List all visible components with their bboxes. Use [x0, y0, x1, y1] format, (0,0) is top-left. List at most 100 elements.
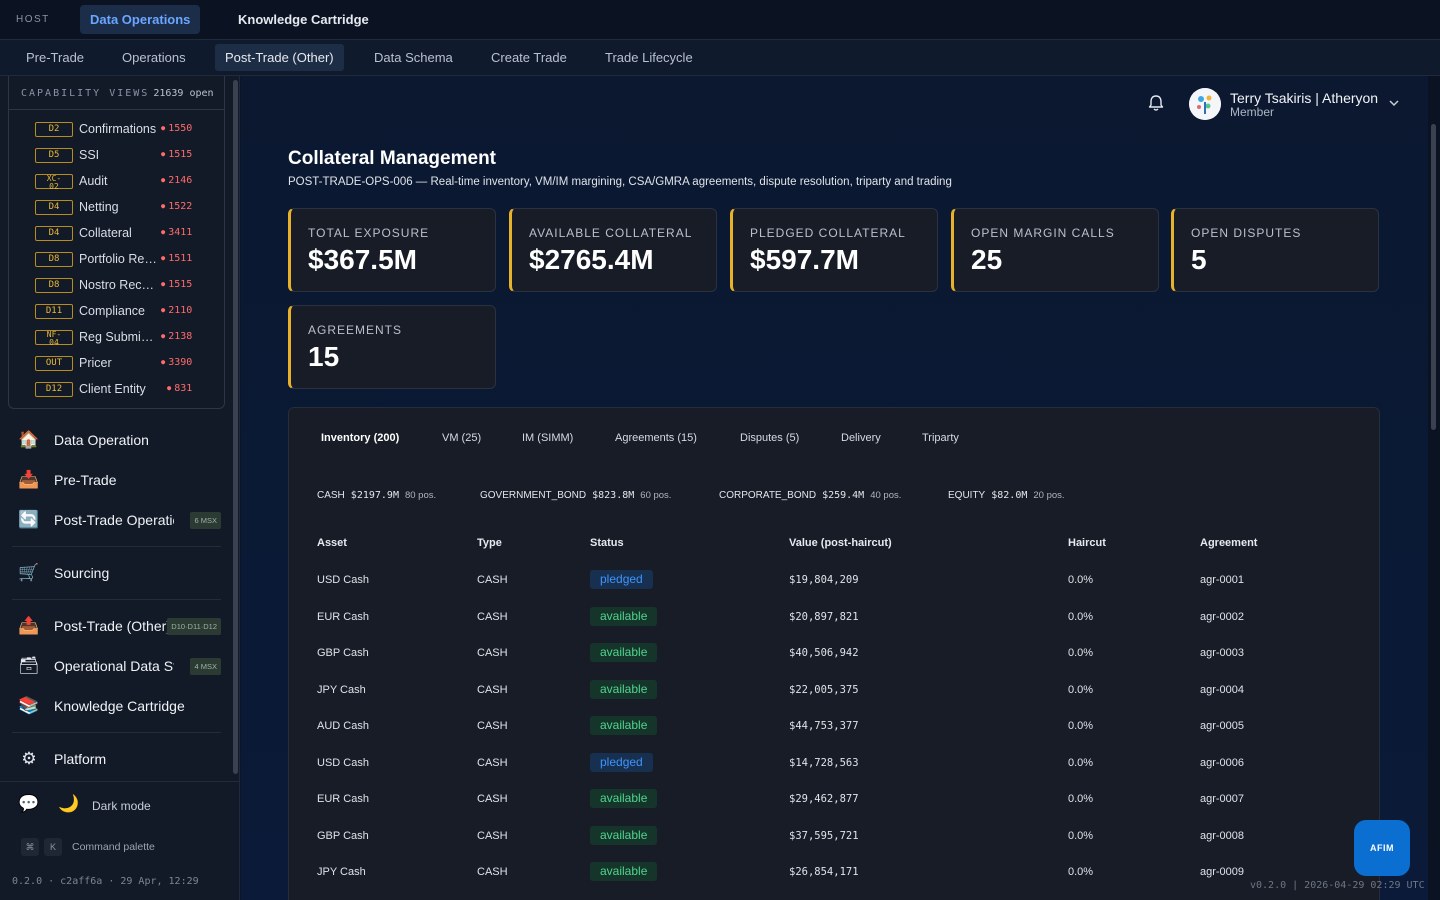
nav-item-post-trade-operations[interactable]: 🔄 Post-Trade Operations 6 MSX: [12, 503, 221, 539]
capability-open-count: 21639 open: [153, 88, 214, 99]
divider: [12, 732, 221, 733]
column-header-type[interactable]: Type: [477, 537, 502, 549]
column-header-asset[interactable]: Asset: [317, 537, 347, 549]
tab-create-trade[interactable]: Create Trade: [491, 50, 567, 65]
kpi-open-margin-calls: OPEN MARGIN CALLS 25: [951, 208, 1159, 292]
summary-positions: 80 pos.: [404, 490, 437, 501]
bell-icon[interactable]: [1146, 93, 1166, 113]
capability-badge: NF- 04: [35, 330, 73, 347]
nav-item-post-trade-other[interactable]: 📤 Post-Trade (Other) D10·D11·D12: [12, 609, 221, 645]
capability-row[interactable]: OUT Pricer 3390: [9, 350, 224, 376]
nav-item-pre-trade[interactable]: 📥 Pre-Trade: [12, 463, 221, 499]
kpi-label: OPEN MARGIN CALLS: [971, 226, 1115, 240]
capability-row[interactable]: D8 Nostro Reconciliation 1515: [9, 272, 224, 298]
capability-alert-count: 2138: [161, 331, 192, 342]
cell-agreement: agr-0006: [1200, 756, 1245, 769]
tab-operations[interactable]: Operations: [122, 50, 186, 65]
cell-asset: EUR Cash: [317, 793, 369, 805]
tab-agreements[interactable]: Agreements (15): [615, 432, 697, 444]
cell-agreement: agr-0008: [1200, 829, 1245, 842]
dark-mode-toggle[interactable]: 💬 🌙 Dark mode: [18, 794, 218, 820]
chevron-down-icon[interactable]: [1387, 96, 1401, 110]
table-row[interactable]: EUR Cash CASH available $29,462,877 0.0% agr-…: [289, 789, 1379, 826]
cell-haircut: 0.0%: [1068, 610, 1094, 623]
cell-haircut: 0.0%: [1068, 647, 1094, 659]
tab-triparty[interactable]: Triparty: [922, 432, 959, 444]
capability-row[interactable]: D12 Client Entity 831: [9, 376, 224, 402]
host-tab-knowledge-cartridge[interactable]: Knowledge Cartridge: [238, 12, 369, 27]
cell-haircut: 0.0%: [1068, 683, 1094, 696]
assistant-button[interactable]: AFIM: [1354, 820, 1410, 876]
command-palette-link[interactable]: Command palette: [72, 841, 155, 853]
user-name[interactable]: Terry Tsakiris | Atheryon: [1230, 90, 1379, 106]
table-row[interactable]: GBP Cash CASH available $40,506,942 0.0% agr-…: [289, 643, 1379, 680]
tab-inventory[interactable]: Inventory (200): [321, 432, 400, 444]
avatar-logo-icon: [1189, 88, 1221, 120]
capability-row[interactable]: D4 Netting 1522: [9, 194, 224, 220]
tab-disputes[interactable]: Disputes (5): [740, 432, 800, 444]
nav-item-data-operation[interactable]: 🏠 Data Operation: [12, 423, 221, 459]
cell-agreement: agr-0009: [1200, 866, 1245, 878]
outbox-tray-icon: 📤: [18, 616, 40, 635]
tab-pre-trade[interactable]: Pre-Trade: [26, 50, 85, 65]
table-row[interactable]: EUR Cash CASH available $20,897,821 0.0% agr-…: [289, 606, 1379, 644]
table-row[interactable]: JPY Cash CASH available $26,854,171 0.0% agr-…: [289, 862, 1379, 899]
nav-item-label: Data Operation: [54, 432, 149, 448]
table-row[interactable]: GBP Cash CASH available $37,595,721 0.0% agr-…: [289, 825, 1379, 863]
avatar[interactable]: [1189, 88, 1221, 120]
summary-value: $823.8M: [592, 490, 635, 501]
table-row[interactable]: JPY Cash CASH available $22,005,375 0.0% agr-…: [289, 679, 1379, 717]
nav-item-knowledge-cartridge[interactable]: 📚 Knowledge Cartridge: [12, 689, 221, 725]
tab-post-trade-other[interactable]: Post-Trade (Other): [215, 44, 344, 71]
cell-agreement: agr-0002: [1200, 610, 1245, 623]
capability-row[interactable]: XC- 02 Audit 2146: [9, 168, 224, 194]
kpi-total-exposure: TOTAL EXPOSURE $367.5M: [288, 208, 496, 292]
cell-value: $37,595,721: [789, 829, 859, 842]
status-badge: pledged: [590, 570, 653, 589]
host-tab-data-operations[interactable]: Data Operations: [80, 5, 201, 34]
capability-badge: D8: [35, 252, 73, 267]
cell-value: $29,462,877: [789, 793, 859, 805]
cell-value: $40,506,942: [789, 647, 859, 659]
cell-type: CASH: [477, 866, 508, 878]
capability-row[interactable]: NF- 04 Reg Submissions 2138: [9, 324, 224, 350]
capability-row[interactable]: D5 SSI 1515: [9, 142, 224, 168]
nav-item-sourcing[interactable]: 🛒 Sourcing: [12, 556, 221, 592]
cell-agreement: agr-0001: [1200, 574, 1245, 586]
cell-value: $19,804,209: [789, 574, 859, 586]
tab-trade-lifecycle[interactable]: Trade Lifecycle: [605, 50, 693, 65]
nav-item-badge: D10·D11·D12: [167, 618, 221, 635]
tab-im-simm[interactable]: IM (SIMM): [522, 432, 574, 444]
status-badge: available: [590, 862, 658, 881]
summary-type: GOVERNMENT_BOND: [480, 490, 587, 501]
capability-alert-count: 1511: [161, 253, 192, 264]
scrollbar-thumb[interactable]: [1431, 124, 1436, 430]
capability-row[interactable]: D2 Confirmations 1550: [9, 116, 224, 142]
column-header-value[interactable]: Value (post-haircut): [789, 537, 892, 549]
cell-agreement: agr-0004: [1200, 683, 1245, 696]
column-header-status[interactable]: Status: [590, 537, 624, 549]
main-scrollbar[interactable]: [1428, 76, 1440, 900]
tab-delivery[interactable]: Delivery: [841, 432, 881, 444]
summary-positions: 20 pos.: [1033, 490, 1065, 501]
table-row[interactable]: USD Cash CASH pledged $14,728,563 0.0% agr-00…: [289, 752, 1379, 790]
summary-value: $82.0M: [991, 490, 1028, 501]
host-label: HOST: [16, 14, 50, 25]
tab-vm[interactable]: VM (25): [442, 432, 482, 444]
table-row[interactable]: USD Cash CASH pledged $19,804,209 0.0% agr-00…: [289, 570, 1379, 607]
tab-data-schema[interactable]: Data Schema: [374, 50, 453, 65]
capability-row[interactable]: D8 Portfolio Reconciliation 1511: [9, 246, 224, 272]
capability-alert-count: 1515: [161, 149, 192, 160]
capability-row[interactable]: D4 Collateral 3411: [9, 220, 224, 246]
capability-row[interactable]: D11 Compliance 2110: [9, 298, 224, 324]
column-header-haircut[interactable]: Haircut: [1068, 537, 1106, 549]
kpi-value: 25: [971, 244, 1003, 275]
chat-bubble-icon[interactable]: 💬: [18, 794, 40, 813]
table-row[interactable]: AUD Cash CASH available $44,753,377 0.0% agr-…: [289, 716, 1379, 753]
column-header-agreement[interactable]: Agreement: [1200, 537, 1258, 549]
nav-item-operational-data-store[interactable]: 🗃 Operational Data Store 4 MSX: [12, 649, 221, 685]
nav-item-platform[interactable]: ⚙ Platform: [12, 742, 221, 778]
cell-haircut: 0.0%: [1068, 829, 1094, 842]
capability-badge: D12: [35, 382, 73, 397]
sidebar-scrollbar[interactable]: [233, 80, 238, 774]
